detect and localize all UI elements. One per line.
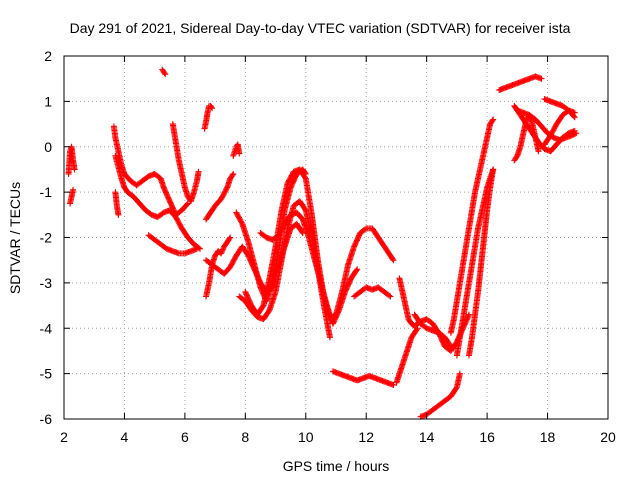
series-arc26 (465, 166, 497, 359)
data-points (65, 66, 580, 420)
data-point (326, 334, 333, 341)
series-arc23 (411, 311, 454, 350)
series-arc10 (203, 170, 237, 223)
y-tick-label: -4 (40, 320, 53, 336)
data-point (229, 172, 236, 179)
data-point (390, 257, 397, 264)
series-arc32 (541, 107, 578, 148)
series-arc4 (112, 152, 203, 252)
data-point (571, 109, 578, 116)
data-point (218, 250, 225, 257)
data-point (456, 370, 463, 377)
data-point (219, 247, 226, 254)
series-arc22 (417, 370, 463, 420)
data-point (386, 292, 393, 299)
data-point (353, 267, 360, 274)
series-arc25 (453, 166, 497, 359)
data-point (299, 228, 305, 235)
y-tick-label: -5 (40, 366, 53, 382)
data-point (184, 200, 191, 207)
data-point (161, 70, 168, 77)
x-tick-label: 16 (479, 429, 495, 445)
data-point (490, 116, 497, 123)
series-arc11 (230, 141, 243, 159)
series-arc2 (67, 186, 77, 207)
data-point (413, 326, 420, 333)
chart-title: Day 291 of 2021, Sidereal Day-to-day VTE… (70, 20, 571, 36)
data-point (230, 170, 237, 177)
data-point (238, 219, 245, 226)
y-tick-label: 2 (44, 48, 52, 64)
series-arc19 (351, 284, 394, 300)
y-tick-label: -6 (40, 411, 53, 427)
series-arc27 (496, 73, 545, 94)
data-point (184, 201, 191, 208)
data-point (447, 343, 454, 350)
series-arc3 (110, 123, 191, 218)
series-arc24 (447, 116, 497, 336)
series-arc21 (393, 325, 421, 386)
data-point (572, 130, 579, 137)
series-arc16 (242, 166, 397, 323)
data-point (115, 211, 122, 218)
data-point (223, 185, 230, 192)
data-point (71, 166, 78, 173)
series-arc9 (201, 102, 216, 132)
y-tick-label: -2 (40, 230, 53, 246)
x-tick-label: 2 (60, 429, 68, 445)
data-point (236, 150, 243, 157)
data-point (389, 256, 396, 263)
x-tick-label: 4 (121, 429, 129, 445)
x-tick-label: 12 (358, 429, 374, 445)
series-arc8 (169, 121, 202, 205)
data-point (387, 293, 394, 300)
data-point (193, 245, 200, 252)
series-arc7 (159, 66, 169, 78)
x-tick-label: 20 (600, 429, 616, 445)
x-tick-label: 6 (181, 429, 189, 445)
data-point (70, 186, 77, 193)
data-point (299, 229, 306, 236)
series-arc18 (329, 368, 397, 388)
data-point (538, 75, 545, 82)
grid (64, 56, 608, 419)
data-point (489, 117, 496, 124)
data-point (362, 226, 369, 233)
data-point (227, 234, 234, 241)
series-arc6 (145, 232, 200, 257)
series-arc17 (257, 209, 361, 327)
data-point (490, 166, 497, 173)
data-point (354, 266, 361, 273)
data-point (218, 249, 225, 256)
y-tick-label: 0 (44, 139, 52, 155)
data-point (209, 105, 216, 112)
series-arc5 (112, 189, 122, 218)
x-tick-label: 8 (241, 429, 249, 445)
x-axis-label: GPS time / hours (283, 458, 390, 474)
data-point (226, 235, 233, 242)
data-point (208, 104, 215, 111)
y-tick-label: 1 (44, 93, 52, 109)
data-point (447, 342, 454, 349)
series-arc1 (65, 143, 78, 177)
data-point (535, 148, 542, 155)
data-point (195, 168, 202, 175)
y-tick-label: -3 (40, 275, 53, 291)
x-tick-label: 10 (298, 429, 314, 445)
y-axis-label: SDTVAR / TECUs (7, 182, 23, 294)
data-point (162, 71, 169, 78)
data-point (390, 381, 397, 388)
data-point (465, 311, 472, 318)
x-tick-label: 14 (419, 429, 435, 445)
data-point (414, 325, 421, 332)
data-point (573, 130, 580, 137)
y-tick-label: -1 (40, 184, 53, 200)
x-tick-label: 18 (540, 429, 556, 445)
data-point (219, 246, 226, 253)
